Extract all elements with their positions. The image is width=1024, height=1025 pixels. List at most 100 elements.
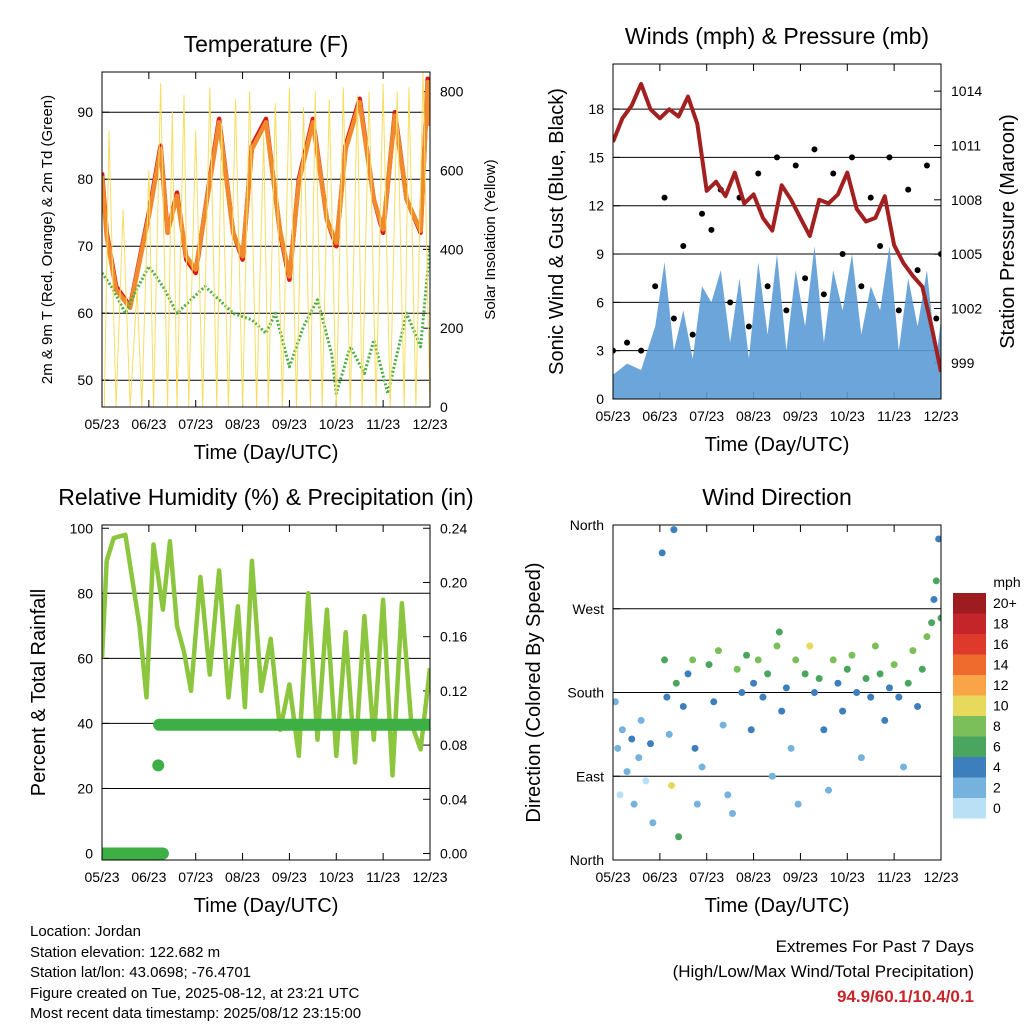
colorbar-swatch [953, 716, 986, 737]
y-tick-label: South [567, 685, 604, 701]
x-tick-label: 09/23 [272, 416, 307, 432]
location-text: Location: Jordan [30, 923, 141, 940]
y-tick-label: 40 [77, 715, 93, 731]
y-tick-label: 0 [596, 391, 604, 407]
gust-point [933, 315, 940, 322]
direction-point [693, 800, 701, 808]
colorbar-label: 14 [993, 657, 1009, 673]
y-tick-label: 80 [77, 171, 93, 187]
direction-point [773, 642, 781, 650]
y2-axis-label: Station Pressure (Maroon) [997, 114, 1019, 349]
direction-point [689, 656, 697, 664]
colorbar-label: 8 [993, 718, 1001, 734]
colorbar-swatch [953, 634, 986, 655]
direction-point [637, 716, 645, 724]
direction-point [876, 670, 884, 678]
y2-tick-label: 1011 [951, 137, 981, 153]
direction-point [930, 595, 938, 603]
direction-point [724, 791, 732, 799]
speed-colorbar: mph 20+ 18 16 14 12 10 8 6 4 2 0 [953, 574, 1021, 819]
direction-point [867, 693, 875, 701]
y2-tick-label: 0.00 [440, 845, 467, 861]
direction-point [679, 702, 687, 710]
x-tick-label: 10/23 [830, 869, 865, 885]
direction-point [691, 744, 699, 752]
direction-point [890, 661, 898, 669]
x-tick-label: 09/23 [783, 408, 818, 424]
colorbar-label: 4 [993, 759, 1001, 775]
gust-point [689, 331, 696, 338]
x-axis-label: Time (Day/UTC) [705, 895, 850, 917]
colorbar-label: 18 [993, 616, 1009, 632]
rh-line [102, 532, 430, 778]
gust-point [914, 267, 921, 274]
direction-point [928, 619, 936, 627]
direction-point [668, 782, 676, 790]
y-tick-label: East [576, 768, 604, 784]
y-axis-label: 2m & 9m T (Red, Orange) & 2m Td (Green) [39, 95, 56, 384]
y-tick-label: 90 [77, 104, 93, 120]
y-tick-label: 60 [77, 650, 93, 666]
x-tick-label: 07/23 [689, 869, 724, 885]
gust-point [811, 146, 818, 153]
x-tick-label: 09/23 [272, 869, 307, 885]
y2-tick-label: 0.20 [440, 574, 467, 590]
wind-band [613, 246, 941, 399]
y2-tick-label: 0.12 [440, 683, 467, 699]
direction-point [623, 768, 631, 776]
direction-point [661, 656, 669, 664]
y-tick-label: North [570, 517, 604, 533]
chart-title: Relative Humidity (%) & Precipitation (i… [58, 484, 473, 510]
y-tick-label: 80 [77, 585, 93, 601]
y-tick-label: 18 [588, 101, 604, 117]
plot-frame [612, 524, 942, 861]
x-tick-label: 08/23 [225, 869, 260, 885]
chart-panel-3: Relative Humidity (%) & Precipitation (i… [28, 484, 474, 917]
series-line-0 [102, 76, 430, 309]
gust-point [624, 339, 631, 346]
direction-point [843, 665, 851, 673]
direction-point [815, 675, 823, 683]
direction-point [923, 633, 931, 641]
x-tick-label: 05/23 [595, 408, 630, 424]
colorbar-swatch [953, 798, 986, 819]
direction-point [937, 614, 941, 622]
colorbar-label: 12 [993, 677, 1009, 693]
y-tick-label: 15 [588, 149, 604, 165]
direction-point [848, 651, 856, 659]
direction-point [743, 651, 751, 659]
direction-point [710, 698, 718, 706]
gust-point [877, 242, 884, 249]
y2-tick-label: 1005 [951, 246, 982, 262]
colorbar-title: mph [993, 574, 1020, 590]
y-tick-label: 100 [70, 520, 94, 536]
x-tick-label: 11/23 [877, 408, 911, 424]
x-tick-label: 10/23 [319, 416, 354, 432]
gust-point [708, 226, 715, 233]
direction-point [829, 656, 837, 664]
x-tick-label: 08/23 [225, 416, 260, 432]
direction-point [834, 679, 842, 687]
plot-frame [101, 71, 431, 408]
gust-point [745, 323, 752, 330]
x-tick-label: 12/23 [412, 869, 447, 885]
direction-point [614, 744, 622, 752]
direction-point [616, 791, 624, 799]
direction-point [778, 707, 786, 715]
colorbar-swatch [953, 777, 986, 798]
chart-title: Temperature (F) [184, 31, 349, 57]
created-text: Figure created on Tue, 2025-08-12, at 23… [30, 984, 360, 1002]
y-axis-label: Sonic Wind & Gust (Blue, Black) [546, 88, 568, 375]
gust-point [699, 210, 706, 217]
direction-point [914, 702, 922, 710]
direction-point [754, 656, 762, 664]
x-tick-label: 11/23 [366, 869, 400, 885]
gust-point [830, 170, 837, 177]
gust-point [727, 299, 734, 306]
gust-point [886, 154, 893, 161]
gust-point [613, 347, 616, 354]
direction-point [775, 628, 783, 636]
x-tick-label: 11/23 [877, 869, 911, 885]
colorbar-swatch [953, 613, 986, 634]
gust-point [680, 242, 687, 249]
